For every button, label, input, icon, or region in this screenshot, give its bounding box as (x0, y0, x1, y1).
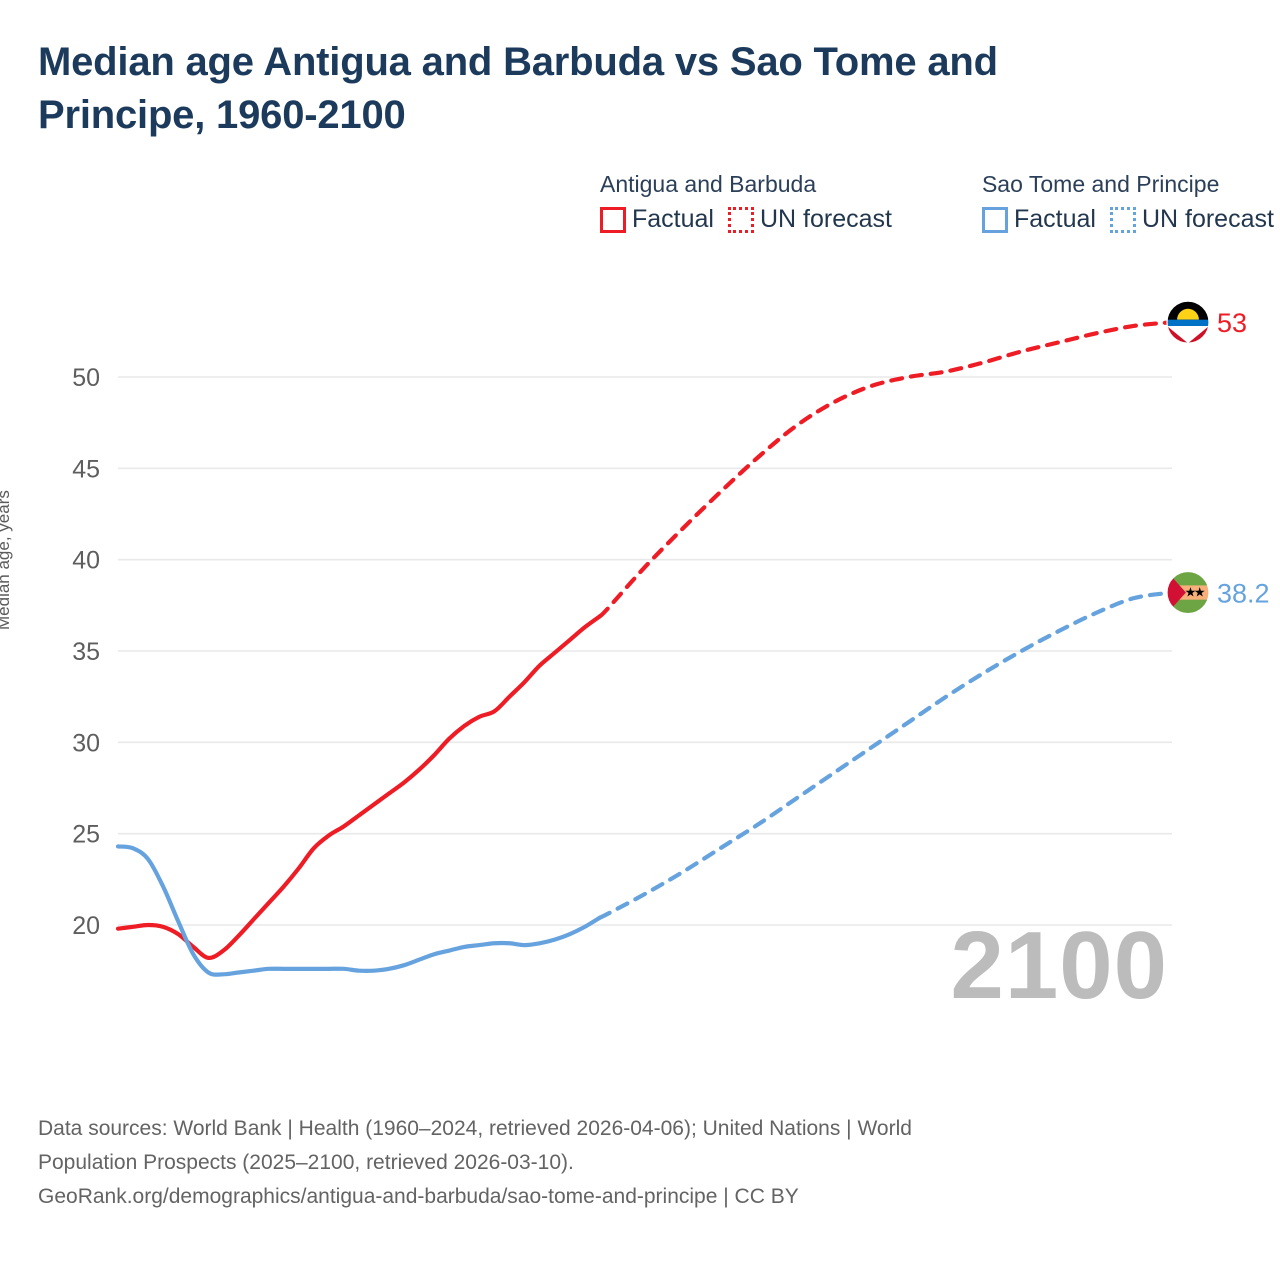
legend-country-antigua: Antigua and Barbuda (600, 171, 817, 197)
series-line-factual-saotome (115, 844, 602, 977)
y-tick-labels-group: 20 25 30 35 40 45 50 (72, 364, 100, 940)
chart-legend: Antigua and Barbuda Factual UN forecast … (600, 171, 1274, 234)
endpoints-group: 53 ★★ 38.2 (1166, 300, 1270, 615)
legend-item-saotome-forecast[interactable]: UN forecast (1109, 205, 1274, 234)
legend-group-saotome: Sao Tome and Principe Factual UN forecas… (981, 171, 1274, 234)
legend-item-antigua-forecast[interactable]: UN forecast (727, 205, 892, 234)
legend-label-saotome-forecast: UN forecast (1141, 205, 1274, 234)
legend-label-antigua-factual: Factual (632, 205, 714, 234)
antigua-endpoint-marker (1166, 300, 1210, 344)
legend-row-antigua: Factual UN forecast (600, 205, 892, 234)
sao-tome-and-principe-flag-icon: ★★ (1167, 571, 1209, 614)
footer-line-2: Population Prospects (2025–2100, retriev… (38, 1151, 574, 1175)
legend-item-saotome-factual[interactable]: Factual (981, 205, 1096, 234)
gridlines-group (118, 376, 1172, 926)
legend-label-antigua-forecast: UN forecast (759, 205, 892, 234)
svg-text:★: ★ (1194, 586, 1206, 601)
saotome-endpoint-marker (1166, 570, 1210, 615)
svg-text:★: ★ (1185, 586, 1197, 601)
legend-swatch-solid-red-icon (600, 206, 626, 233)
series-group (115, 320, 1175, 977)
legend-row-saotome: Factual UN forecast (981, 205, 1274, 234)
legend-country-saotome: Sao Tome and Principe (981, 171, 1220, 197)
y-tick-label: 20 (72, 912, 100, 940)
series-line-forecast-antigua (597, 320, 1175, 619)
y-tick-label: 35 (72, 638, 100, 666)
series-line-factual-antigua (115, 614, 602, 960)
series-line-forecast-saotome (597, 590, 1175, 920)
antigua-and-barbuda-flag-icon (1167, 301, 1209, 344)
legend-swatch-dotted-red-icon (727, 206, 754, 233)
y-tick-label: 50 (72, 364, 100, 392)
footer-line-3: GeoRank.org/demographics/antigua-and-bar… (38, 1185, 799, 1209)
page-title: Median age Antigua and Barbuda vs Sao To… (38, 40, 998, 137)
legend-group-antigua: Antigua and Barbuda Factual UN forecast (600, 171, 892, 234)
legend-swatch-dotted-blue-icon (1109, 206, 1136, 233)
legend-item-antigua-factual[interactable]: Factual (600, 205, 714, 234)
footer: Data sources: World Bank | Health (1960–… (38, 1112, 1238, 1214)
y-tick-label: 45 (72, 455, 100, 483)
saotome-endpoint-value: 38.2 (1217, 579, 1270, 609)
year-watermark: 2100 (950, 912, 1168, 1019)
y-tick-label: 25 (72, 821, 100, 849)
y-tick-label: 40 (72, 547, 100, 575)
footer-line-1: Data sources: World Bank | Health (1960–… (38, 1117, 912, 1140)
legend-label-saotome-factual: Factual (1013, 205, 1096, 234)
antigua-endpoint-value: 53 (1217, 308, 1247, 338)
y-tick-label: 30 (72, 729, 100, 757)
legend-swatch-solid-blue-icon (981, 206, 1008, 233)
